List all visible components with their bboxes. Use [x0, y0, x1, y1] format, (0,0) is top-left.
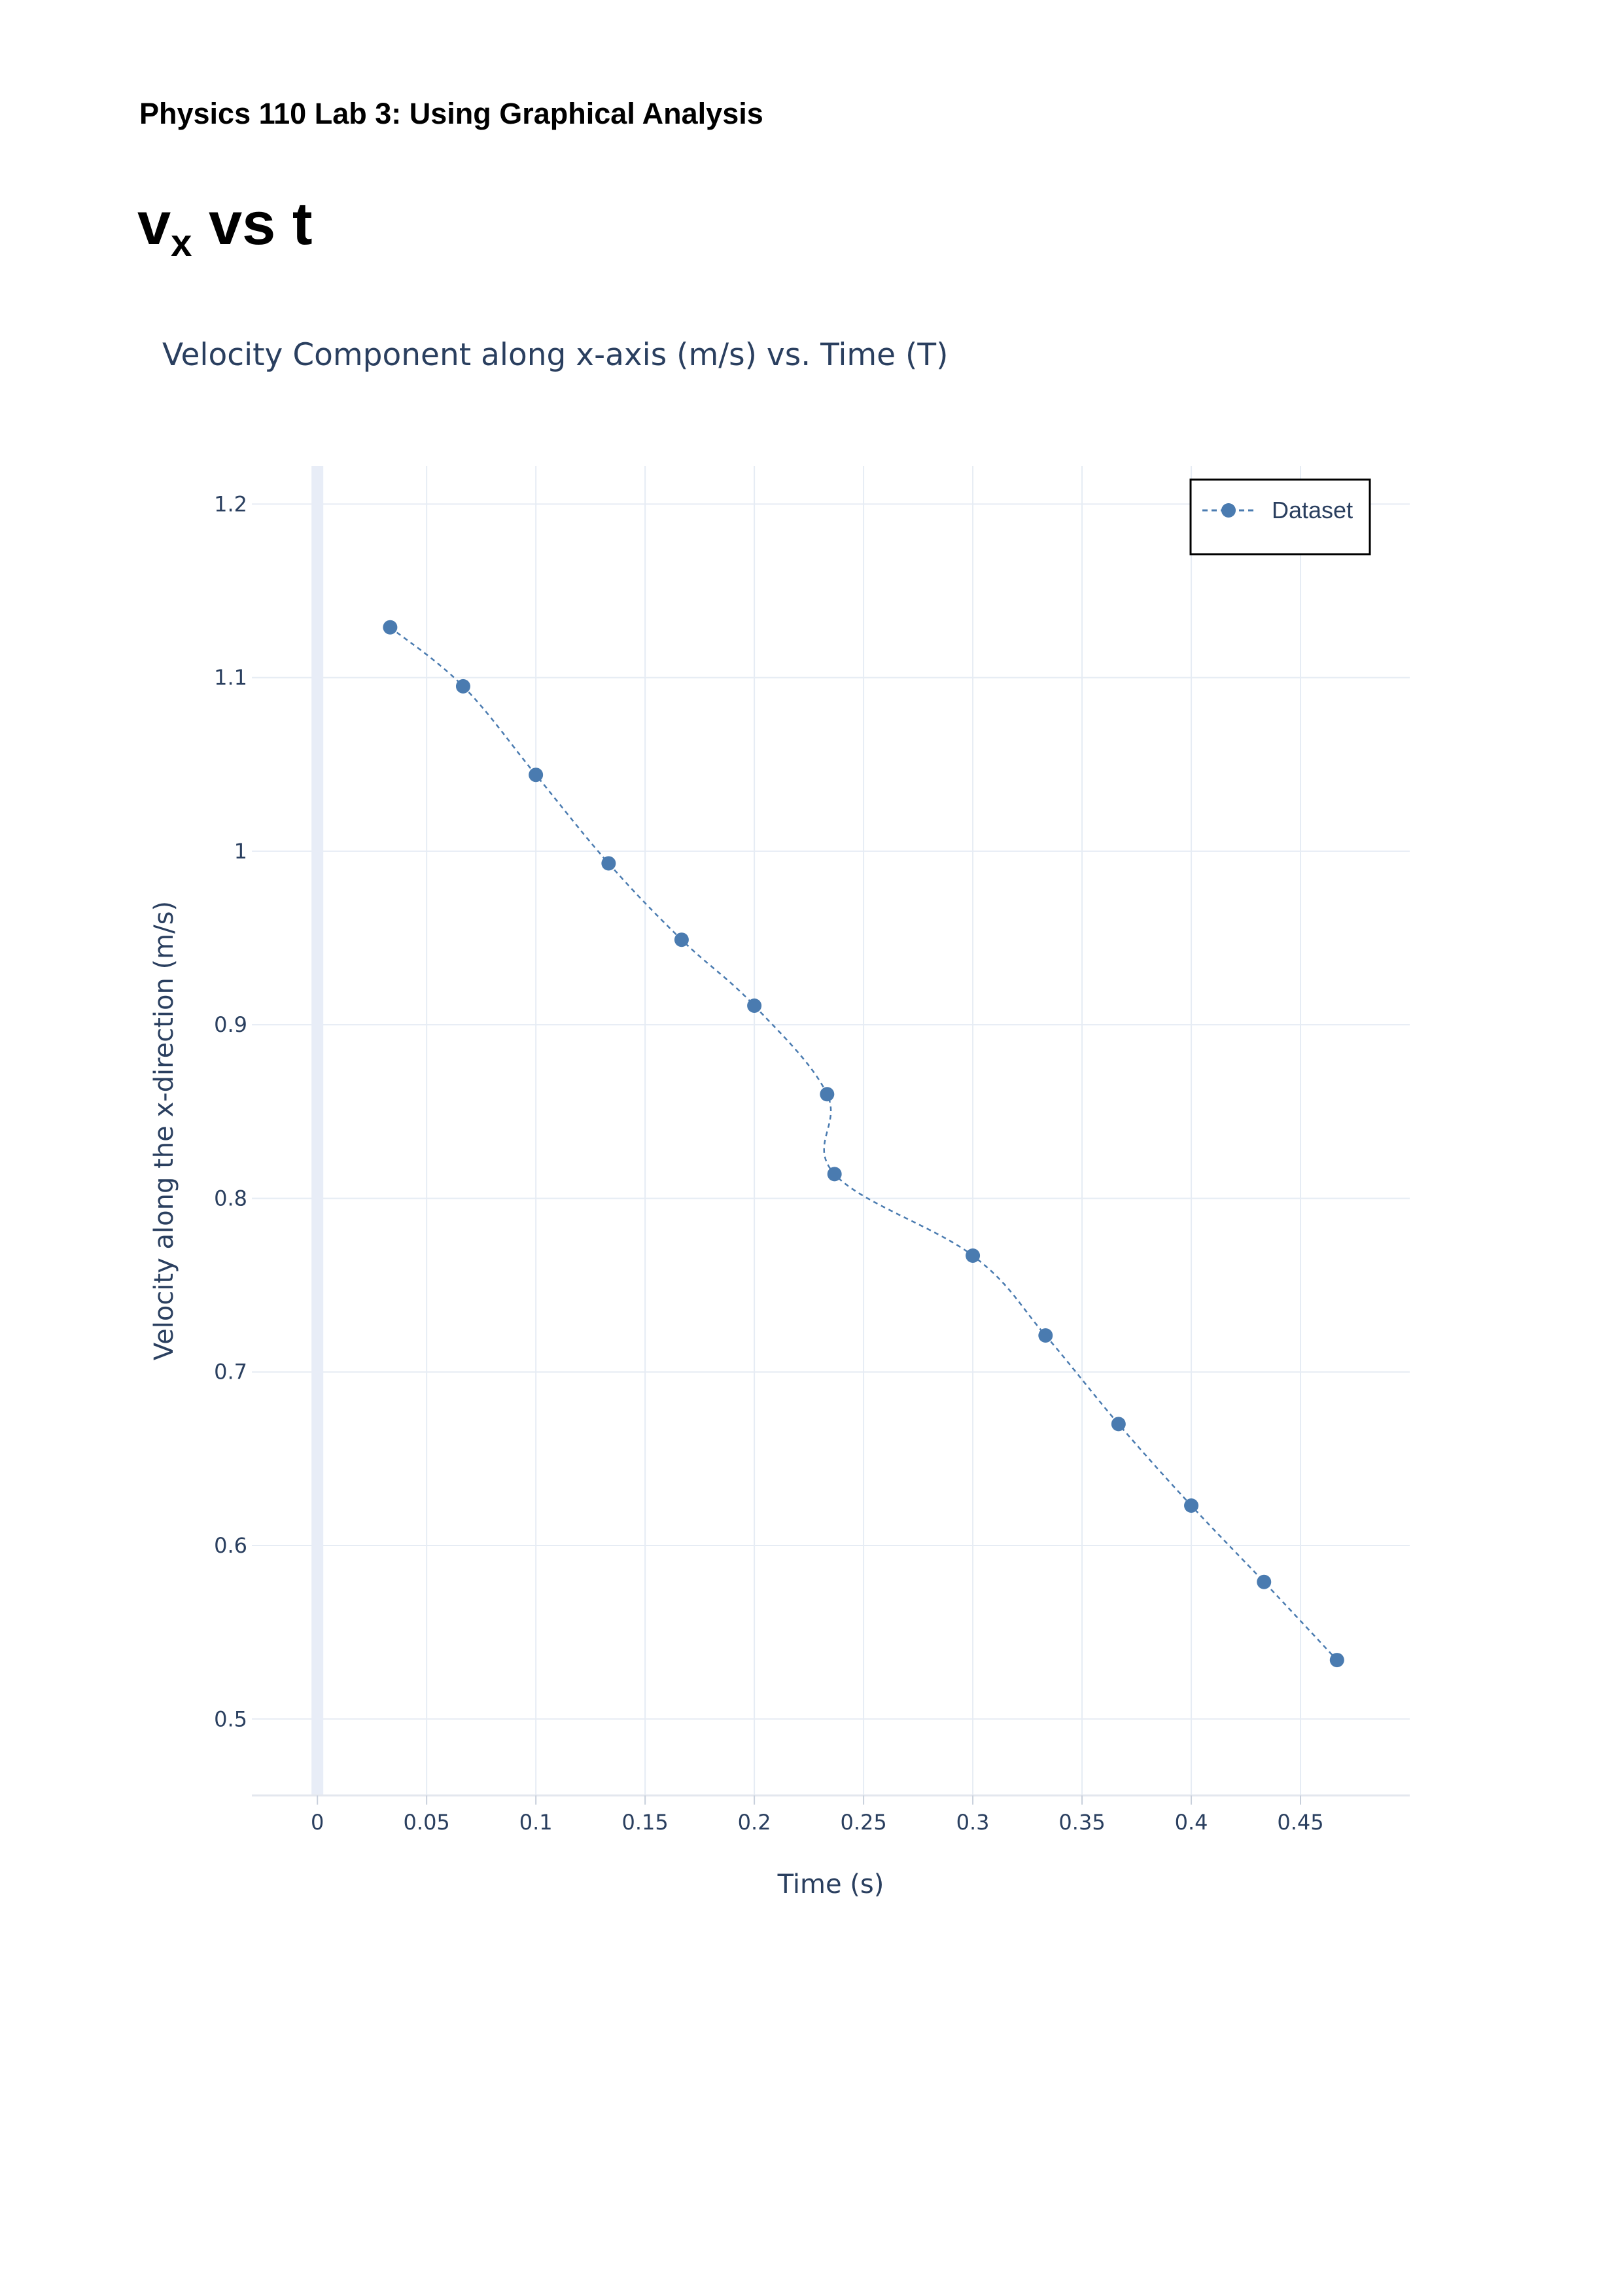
x-tick-label: 0.3: [956, 1810, 990, 1835]
y-tick-label: 0.6: [214, 1533, 247, 1558]
data-point: [1038, 1328, 1053, 1343]
data-point: [383, 620, 398, 635]
data-point: [529, 768, 544, 783]
y-axis-ticks: 0.5 0.6 0.7 0.8 0.9 1 1.1 1.2: [214, 491, 247, 1731]
data-point: [1257, 1574, 1272, 1589]
data-point: [966, 1248, 981, 1263]
data-point: [674, 932, 689, 947]
series-dataset: [383, 620, 1344, 1668]
data-point: [827, 1167, 842, 1182]
y-tick-label: 1: [234, 839, 247, 864]
data-point: [1329, 1653, 1344, 1668]
y-tick-label: 0.8: [214, 1186, 247, 1210]
data-point: [601, 856, 616, 871]
x-zeroline: [311, 466, 324, 1795]
data-point: [1111, 1417, 1126, 1432]
x-tick-label: 0: [311, 1810, 324, 1835]
x-tick-label: 0.2: [738, 1810, 771, 1835]
section-title-main: v: [137, 190, 171, 257]
section-title-subscript: x: [171, 222, 192, 264]
x-axis-title: Time (s): [777, 1869, 884, 1899]
document-header: Physics 110 Lab 3: Using Graphical Analy…: [139, 97, 763, 130]
y-tick-label: 1.2: [214, 491, 247, 516]
y-tick-label: 0.7: [214, 1360, 247, 1385]
section-title: vx vs t: [137, 190, 313, 264]
series-line: [389, 626, 1338, 1661]
chart-title: Velocity Component along x-axis (m/s) vs…: [162, 337, 948, 373]
data-point: [1184, 1498, 1199, 1513]
y-tick-label: 0.9: [214, 1012, 247, 1037]
x-tick-label: 0.05: [404, 1810, 450, 1835]
x-tick-label: 0.1: [519, 1810, 553, 1835]
section-title-rest: vs t: [192, 190, 313, 257]
legend-marker: [1221, 503, 1236, 518]
x-tick-label: 0.15: [622, 1810, 669, 1835]
legend-label-dataset: Dataset: [1272, 497, 1353, 523]
y-tick-label: 1.1: [214, 665, 247, 690]
data-point: [455, 679, 470, 694]
data-point: [747, 998, 762, 1014]
legend[interactable]: Dataset: [1189, 478, 1371, 556]
legend-box: [1189, 478, 1371, 556]
x-tick-label: 0.25: [840, 1810, 886, 1835]
x-tick-label: 0.4: [1175, 1810, 1208, 1835]
chart-grid: [252, 466, 1410, 1795]
y-axis-title: Velocity along the x-direction (m/s): [149, 901, 179, 1360]
data-point: [820, 1087, 835, 1102]
x-tick-label: 0.35: [1058, 1810, 1105, 1835]
y-tick-label: 0.5: [214, 1706, 247, 1731]
x-tick-label: 0.45: [1277, 1810, 1323, 1835]
x-axis-ticks: 0 0.05 0.1 0.15 0.2 0.25 0.3 0.35 0.4 0.45: [311, 1795, 1324, 1835]
